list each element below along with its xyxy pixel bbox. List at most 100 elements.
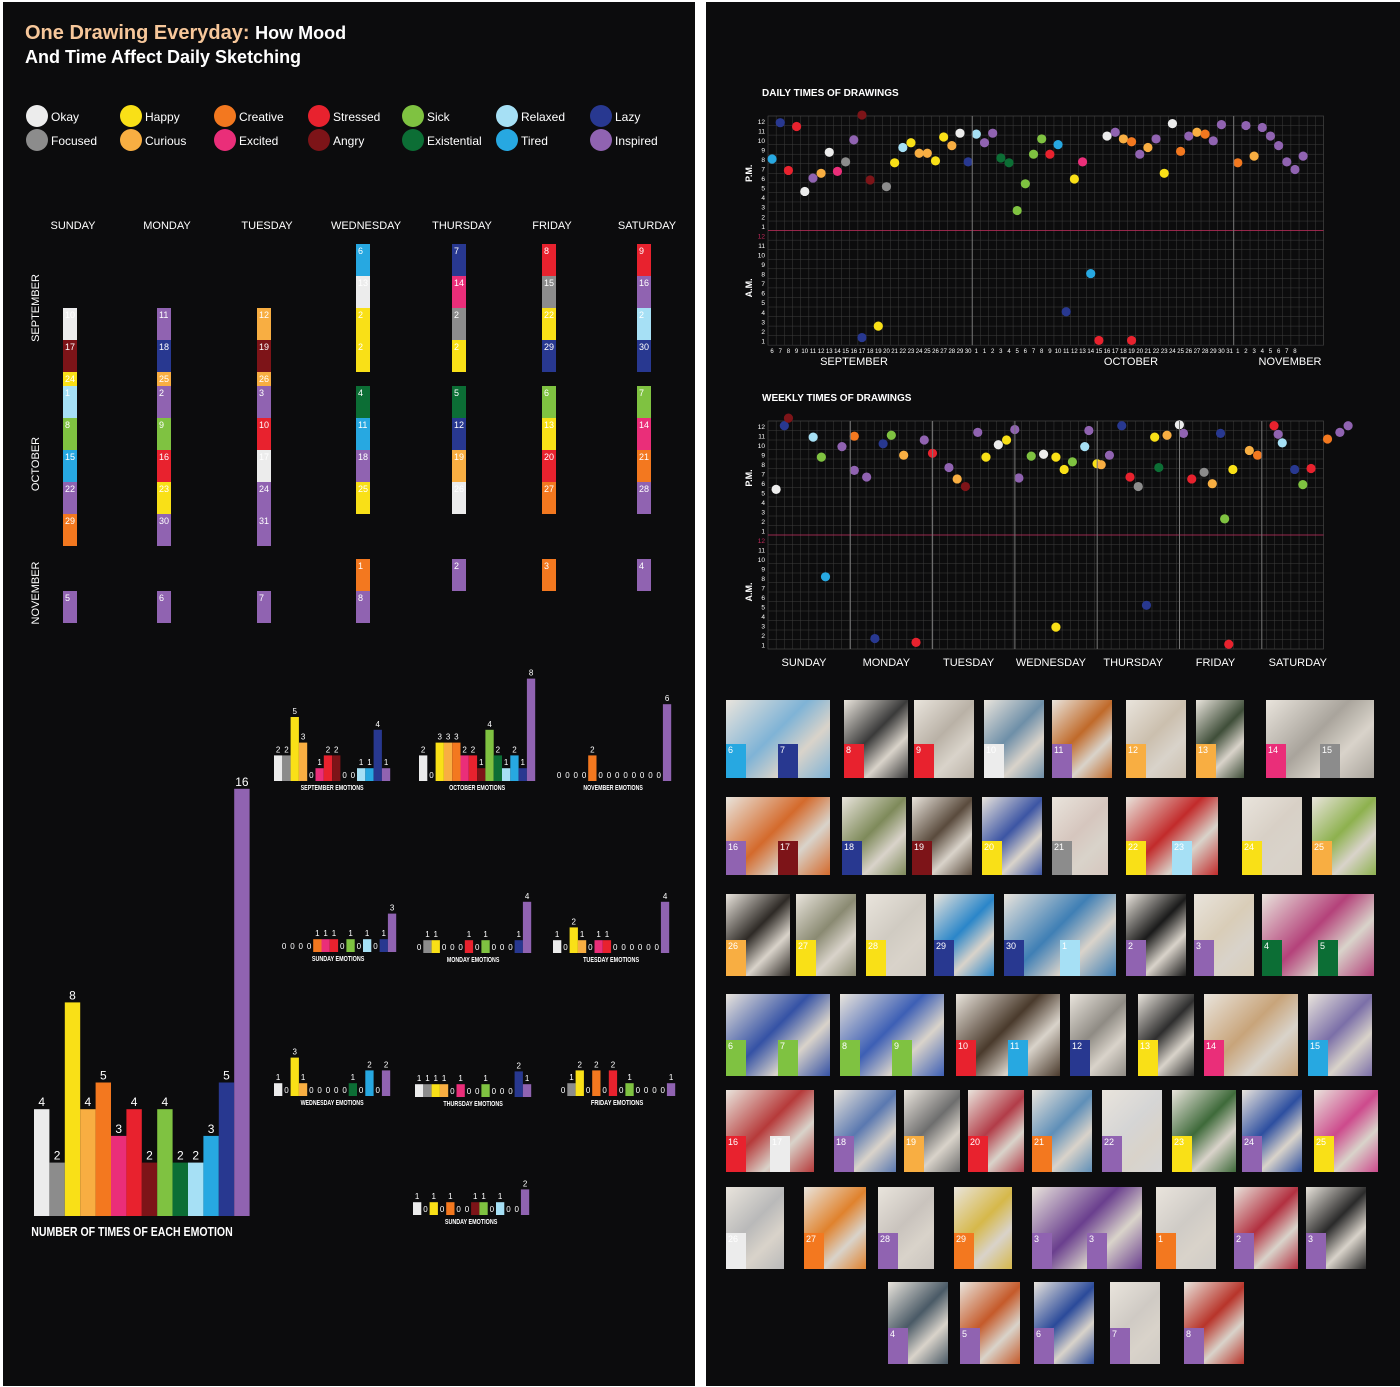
day-tick-label: 10	[1055, 349, 1062, 355]
emotions-friday-value-label: 0	[636, 1086, 641, 1095]
emotions-sunday-2-value-label: 0	[456, 1205, 461, 1214]
weekly-drawing-point	[1141, 600, 1152, 610]
emotions-tuesday-value-label: 0	[646, 943, 651, 952]
emotions-tuesday-bar	[602, 940, 612, 953]
emotions-september-bar	[298, 742, 308, 781]
y-tick-label: 2	[761, 329, 765, 336]
sketch-day-tag: 28	[866, 940, 886, 976]
y-tick-label: 11	[758, 128, 765, 135]
emotions-monday-value-label: 1	[483, 930, 488, 939]
emotions-thursday-value-label: 0	[492, 1087, 497, 1096]
day-tick-label: 12	[1071, 349, 1078, 355]
sketch-photo: 9	[914, 700, 974, 778]
emotions-tuesday-value-label: 1	[596, 930, 601, 939]
emotions-friday-value-label: 1	[569, 1073, 574, 1082]
calendar-day-cell	[63, 514, 77, 546]
weekly-drawing-point	[899, 450, 909, 460]
weekday-header-saturday: SATURDAY	[618, 220, 677, 232]
y-tick-label: 3	[761, 205, 765, 212]
emotions-monday-value-label: 1	[467, 930, 472, 939]
emotions-sunday-2-value-label: 2	[523, 1179, 528, 1188]
daily-drawing-point	[1028, 149, 1039, 159]
emotions-wednesday-value-label: 0	[284, 1086, 289, 1095]
emotion-totals-value-label: 16	[235, 775, 249, 789]
weekly-drawing-point	[1014, 473, 1024, 483]
emotions-november-title: NOVEMBER EMOTIONS	[583, 785, 643, 792]
emotions-september-value-label: 2	[276, 745, 281, 754]
emotions-september-bar	[282, 755, 291, 781]
emotions-october-bar	[485, 729, 494, 781]
emotions-october-value-label: 8	[529, 669, 534, 678]
calendar-day-cell	[542, 340, 556, 372]
sketch-day-tag: 21	[1052, 841, 1072, 875]
day-tick-label: 6	[1277, 349, 1281, 355]
weekly-drawing-point	[1298, 480, 1308, 490]
day-tick-label: 29	[957, 349, 964, 355]
legend-label-sick: Sick	[427, 110, 451, 124]
weekly-drawing-point	[919, 435, 929, 445]
day-tick-label: 19	[1128, 349, 1135, 355]
emotions-friday-bar	[575, 1070, 584, 1096]
emotions-thursday-value-label: 1	[525, 1074, 530, 1083]
calendar-day-number: 2	[454, 561, 459, 571]
sketch-photo: 4	[888, 1282, 948, 1364]
emotions-october-value-label: 0	[429, 771, 434, 780]
emotions-october-title: OCTOBER EMOTIONS	[449, 785, 505, 792]
legend-label-tired: Tired	[521, 134, 548, 148]
day-tick-label: 14	[834, 349, 841, 355]
emotions-wednesday-value-label: 1	[351, 1073, 356, 1082]
emotions-sunday-bar	[379, 939, 388, 952]
calendar-day-number: 14	[454, 278, 464, 288]
sketch-photo: 21	[1032, 1090, 1092, 1172]
daily-drawing-point	[1151, 134, 1161, 144]
sketch-day-tag: 27	[796, 940, 816, 976]
day-tick-label: 1	[983, 349, 987, 355]
emotions-friday-value-label: 0	[652, 1086, 657, 1095]
emotions-september-value-label: 0	[351, 771, 356, 780]
calendar-day-number: 26	[454, 484, 464, 494]
y-tick-label: 5	[761, 490, 765, 497]
sketch-day-tag: 19	[904, 1136, 924, 1172]
day-tick-label: 22	[1153, 349, 1160, 355]
day-tick-label: 13	[826, 349, 833, 355]
sketch-day-tag: 15	[1308, 1040, 1328, 1076]
weekly-drawing-point	[1220, 514, 1230, 524]
calendar-day-cell	[452, 482, 466, 514]
emotions-tuesday-value-label: 1	[555, 930, 560, 939]
emotions-monday-bar	[522, 901, 532, 953]
legend-label-relaxed: Relaxed	[521, 110, 565, 124]
calendar-day-number: 19	[259, 342, 269, 352]
daily-drawing-point	[1094, 335, 1104, 346]
emotions-wednesday-value-label: 1	[301, 1073, 306, 1082]
calendar-day-number: 17	[65, 342, 75, 352]
emotion-totals-value-label: 2	[192, 1149, 199, 1163]
weekly-drawing-point	[849, 431, 859, 441]
weekly-drawing-point	[1162, 430, 1172, 440]
daily-drawing-point	[808, 173, 818, 183]
sketch-photo: 14 15	[1266, 700, 1374, 778]
y-tick-label: 11	[758, 433, 765, 440]
daily-drawing-point	[898, 142, 908, 153]
daily-drawing-point	[1192, 127, 1202, 137]
day-tick-label: 11	[810, 349, 817, 355]
calendar-day-cell	[63, 482, 77, 514]
day-tick-label: 21	[891, 349, 898, 355]
calendar-day-cell	[157, 308, 171, 340]
emotions-thursday-value-label: 1	[442, 1074, 447, 1083]
weekly-drawing-point	[771, 484, 781, 494]
weekly-drawing-point	[1335, 427, 1345, 437]
sketch-photo: 24	[1242, 797, 1302, 875]
calendar-day-cell	[356, 308, 370, 340]
weekday-header-thursday: THURSDAY	[432, 220, 492, 232]
emotion-totals-bar	[126, 1109, 142, 1216]
calendar-day-cell	[356, 559, 370, 591]
page-title: One Drawing Everyday: How Mood And Time …	[25, 21, 346, 69]
legend-label-happy: Happy	[145, 110, 180, 124]
emotions-tuesday-value-label: 0	[655, 943, 660, 952]
day-tick-label: 24	[916, 349, 923, 355]
emotions-thursday-value-label: 0	[475, 1087, 480, 1096]
calendar-day-cell	[157, 450, 171, 482]
weekday-axis-label-monday: MONDAY	[863, 657, 911, 669]
emotions-wednesday-bar	[290, 1057, 299, 1096]
sketch-day-tag: 28	[878, 1233, 898, 1269]
